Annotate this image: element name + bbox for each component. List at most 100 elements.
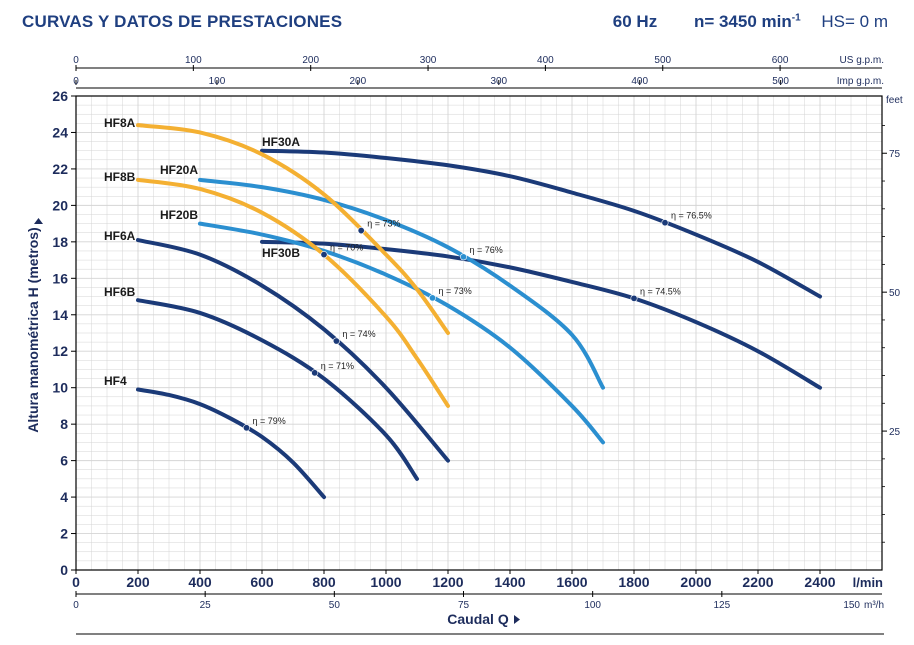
feet-axis-tick-label: 25 <box>889 427 901 438</box>
h-axis-tick-label: 2 <box>60 526 68 542</box>
curve-label-hf30b: HF30B <box>262 246 300 260</box>
h-axis-tick-label: 6 <box>60 453 68 469</box>
efficiency-point-hf6b <box>311 369 319 377</box>
lmin-axis-tick-label: 600 <box>250 574 274 590</box>
lmin-axis-tick-label: 400 <box>188 574 212 590</box>
usgpm-axis-tick-label: 600 <box>772 55 789 66</box>
usgpm-axis-tick-label: 100 <box>185 55 202 66</box>
x-axis-arrow-icon <box>514 615 520 624</box>
m3h-axis-tick-label: 75 <box>458 600 470 611</box>
lmin-axis-tick-label: 2200 <box>742 574 773 590</box>
curve-label-hf8a: HF8A <box>104 116 136 130</box>
h-axis-tick-label: 22 <box>52 161 68 177</box>
h-axis-tick-label: 14 <box>52 307 68 323</box>
lmin-axis-tick-label: 1000 <box>370 574 401 590</box>
h-axis-tick-label: 8 <box>60 416 68 432</box>
speed-exponent: -1 <box>791 12 801 24</box>
efficiency-label-hf20a: η = 76% <box>470 245 503 255</box>
m3h-axis-tick-label: 25 <box>200 600 212 611</box>
impgpm-axis-tick-label: 200 <box>350 76 367 87</box>
efficiency-point-hf8b <box>320 251 328 259</box>
efficiency-point-hf30b <box>630 294 638 302</box>
y-axis-title: Altura manométrica H (metros) <box>25 227 41 432</box>
chart-title: CURVAS Y DATOS DE PRESTACIONES <box>22 12 343 31</box>
efficiency-point-hf8a <box>357 227 365 235</box>
curve-hf6a <box>136 238 450 463</box>
h-axis-tick-label: 10 <box>52 380 68 396</box>
efficiency-label-hf6a: η = 74% <box>342 329 375 339</box>
efficiency-point-hf20b <box>428 294 436 302</box>
m3h-axis-tick-label: 100 <box>584 600 601 611</box>
curve-hf6b <box>136 298 419 481</box>
usgpm-axis-tick-label: 200 <box>302 55 319 66</box>
efficiency-point-hf30a <box>661 219 669 227</box>
lmin-axis-tick-label: 800 <box>312 574 336 590</box>
curve-label-hf4: HF4 <box>104 374 127 388</box>
curve-label-hf30a: HF30A <box>262 135 300 149</box>
curve-label-hf8b: HF8B <box>104 170 136 184</box>
lmin-axis-tick-label: 1600 <box>556 574 587 590</box>
curve-label-hf20b: HF20B <box>160 208 198 222</box>
lmin-axis-tick-label: 1800 <box>618 574 649 590</box>
efficiency-point-hf20a <box>459 253 467 261</box>
usgpm-axis-tick-label: 300 <box>420 55 437 66</box>
impgpm-axis-unit: Imp g.p.m. <box>837 76 884 87</box>
lmin-axis-tick-label: 0 <box>72 574 80 590</box>
lmin-axis-tick-label: 200 <box>126 574 150 590</box>
efficiency-label-hf8a: η = 73% <box>367 219 400 229</box>
feet-axis-tick-label: 50 <box>889 288 901 299</box>
curve-hf4 <box>136 387 326 500</box>
usgpm-axis-unit: US g.p.m. <box>840 55 884 66</box>
m3h-axis-unit: m³/h <box>864 600 884 611</box>
lmin-axis-tick-label: 2000 <box>680 574 711 590</box>
usgpm-axis-tick-label: 400 <box>537 55 554 66</box>
m3h-axis-tick-label: 0 <box>73 600 79 611</box>
h-axis-tick-label: 0 <box>60 562 68 578</box>
curve-label-hf6a: HF6A <box>104 229 136 243</box>
feet-axis-unit: feet <box>886 95 903 106</box>
curve-hf8a <box>136 123 450 335</box>
efficiency-label-hf8b: η = 70% <box>330 243 363 253</box>
efficiency-label-hf30b: η = 74.5% <box>640 286 681 296</box>
suction-height-label: HS= 0 m <box>821 12 888 31</box>
curve-label-hf20a: HF20A <box>160 163 198 177</box>
h-axis-tick-label: 26 <box>52 88 68 104</box>
frequency-label: 60 Hz <box>612 12 658 31</box>
feet-axis-tick-label: 75 <box>889 149 901 160</box>
efficiency-label-hf6b: η = 71% <box>321 361 354 371</box>
impgpm-axis-tick-label: 0 <box>73 76 79 87</box>
lmin-axis-unit: l/min <box>853 575 883 590</box>
curve-hf30a <box>260 148 822 299</box>
efficiency-point-hf6a <box>332 337 340 345</box>
curve-hf30b <box>260 239 822 390</box>
efficiency-label-hf20b: η = 73% <box>439 286 472 296</box>
x-axis-title: Caudal Q <box>447 611 509 627</box>
m3h-axis-end-label: 150 <box>843 600 860 611</box>
curve-label-hf6b: HF6B <box>104 285 136 299</box>
speed-label: n= 3450 min-1 <box>678 12 801 31</box>
h-axis-tick-label: 20 <box>52 197 68 213</box>
h-axis-tick-label: 4 <box>60 489 68 505</box>
usgpm-axis-tick-label: 0 <box>73 55 79 66</box>
h-axis-tick-label: 16 <box>52 270 68 286</box>
lmin-axis-tick-label: 1400 <box>494 574 525 590</box>
h-axis-tick-label: 18 <box>52 234 68 250</box>
m3h-axis-tick-label: 125 <box>713 600 730 611</box>
impgpm-axis-tick-label: 500 <box>772 76 789 87</box>
efficiency-label-hf4: η = 79% <box>253 416 286 426</box>
lmin-axis-tick-label: 1200 <box>432 574 463 590</box>
speed-text: n= 3450 min <box>693 12 792 31</box>
y-axis-arrow-icon <box>34 218 43 224</box>
efficiency-label-hf30a: η = 76.5% <box>671 211 712 221</box>
plot-frame <box>75 95 883 571</box>
operating-conditions: 60 Hz n= 3450 min-1 HS= 0 m <box>597 12 888 32</box>
curve-hf20a <box>198 177 605 390</box>
usgpm-axis-tick-label: 500 <box>654 55 671 66</box>
lmin-axis-tick-label: 2400 <box>804 574 835 590</box>
impgpm-axis-tick-label: 400 <box>631 76 648 87</box>
impgpm-axis-tick-label: 100 <box>209 76 226 87</box>
efficiency-point-hf4 <box>243 424 251 432</box>
h-axis-tick-label: 12 <box>52 343 68 359</box>
m3h-axis-tick-label: 50 <box>329 600 341 611</box>
